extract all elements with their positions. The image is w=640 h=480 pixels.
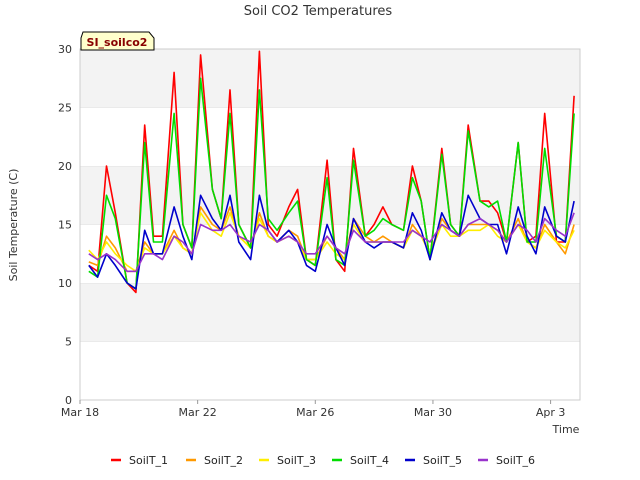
x-tick-label: Mar 18 bbox=[61, 406, 99, 419]
y-axis-label: Soil Temperature (C) bbox=[7, 169, 20, 282]
y-tick-label: 30 bbox=[58, 43, 72, 56]
chart-title: Soil CO2 Temperatures bbox=[244, 4, 393, 19]
legend-label: SoilT_6 bbox=[496, 454, 535, 467]
grid-band bbox=[80, 341, 580, 400]
grid-band bbox=[80, 283, 580, 342]
legend-item-soilt_1: SoilT_1 bbox=[111, 454, 168, 467]
series-line-soilt_3 bbox=[88, 212, 575, 273]
annotation-label: SI_soilco2 bbox=[87, 36, 148, 49]
legend-label: SoilT_1 bbox=[129, 454, 168, 467]
grid-band bbox=[80, 49, 580, 108]
annotation-shape bbox=[80, 31, 155, 51]
grid-bands bbox=[80, 48, 580, 400]
y-tick-label: 15 bbox=[58, 219, 72, 232]
series-line-soilt_1 bbox=[88, 50, 575, 294]
y-tick-label: 10 bbox=[58, 277, 72, 290]
x-axis-ticks: Mar 18 Mar 22 Mar 26 Mar 30 Apr 3 bbox=[61, 400, 565, 419]
y-tick-label: 0 bbox=[65, 394, 72, 407]
legend-item-soilt_3: SoilT_3 bbox=[259, 454, 316, 467]
legend-item-soilt_6: SoilT_6 bbox=[478, 454, 535, 467]
legend-label: SoilT_5 bbox=[423, 454, 462, 467]
plot-border bbox=[79, 48, 581, 401]
series-line-soilt_5 bbox=[88, 194, 575, 290]
x-axis-label: Time bbox=[552, 423, 580, 436]
x-tick-label: Mar 30 bbox=[414, 406, 452, 419]
legend-label: SoilT_3 bbox=[277, 454, 316, 467]
y-tick-label: 20 bbox=[58, 160, 72, 173]
legend-item-soilt_5: SoilT_5 bbox=[405, 454, 462, 467]
legend-item-soilt_2: SoilT_2 bbox=[186, 454, 243, 467]
series-line-soilt_6 bbox=[88, 212, 575, 273]
legend: SoilT_1 SoilT_2 SoilT_3 SoilT_4 SoilT_5 SoilT… bbox=[111, 454, 535, 467]
y-axis-ticks: 0 5 10 15 20 25 30 bbox=[58, 43, 72, 407]
legend-item-soilt_4: SoilT_4 bbox=[332, 454, 389, 467]
x-tick-label: Apr 3 bbox=[536, 406, 566, 419]
y-tick-label: 5 bbox=[65, 336, 72, 349]
legend-label: SoilT_2 bbox=[204, 454, 243, 467]
legend-label: SoilT_4 bbox=[350, 454, 389, 467]
series-lines bbox=[88, 50, 575, 294]
x-tick-label: Mar 22 bbox=[179, 406, 217, 419]
x-tick-label: Mar 26 bbox=[296, 406, 334, 419]
grid-band bbox=[80, 107, 580, 166]
series-line-soilt_4 bbox=[88, 77, 575, 290]
y-tick-label: 25 bbox=[58, 102, 72, 115]
annotation-box: SI_soilco2 bbox=[80, 31, 155, 51]
